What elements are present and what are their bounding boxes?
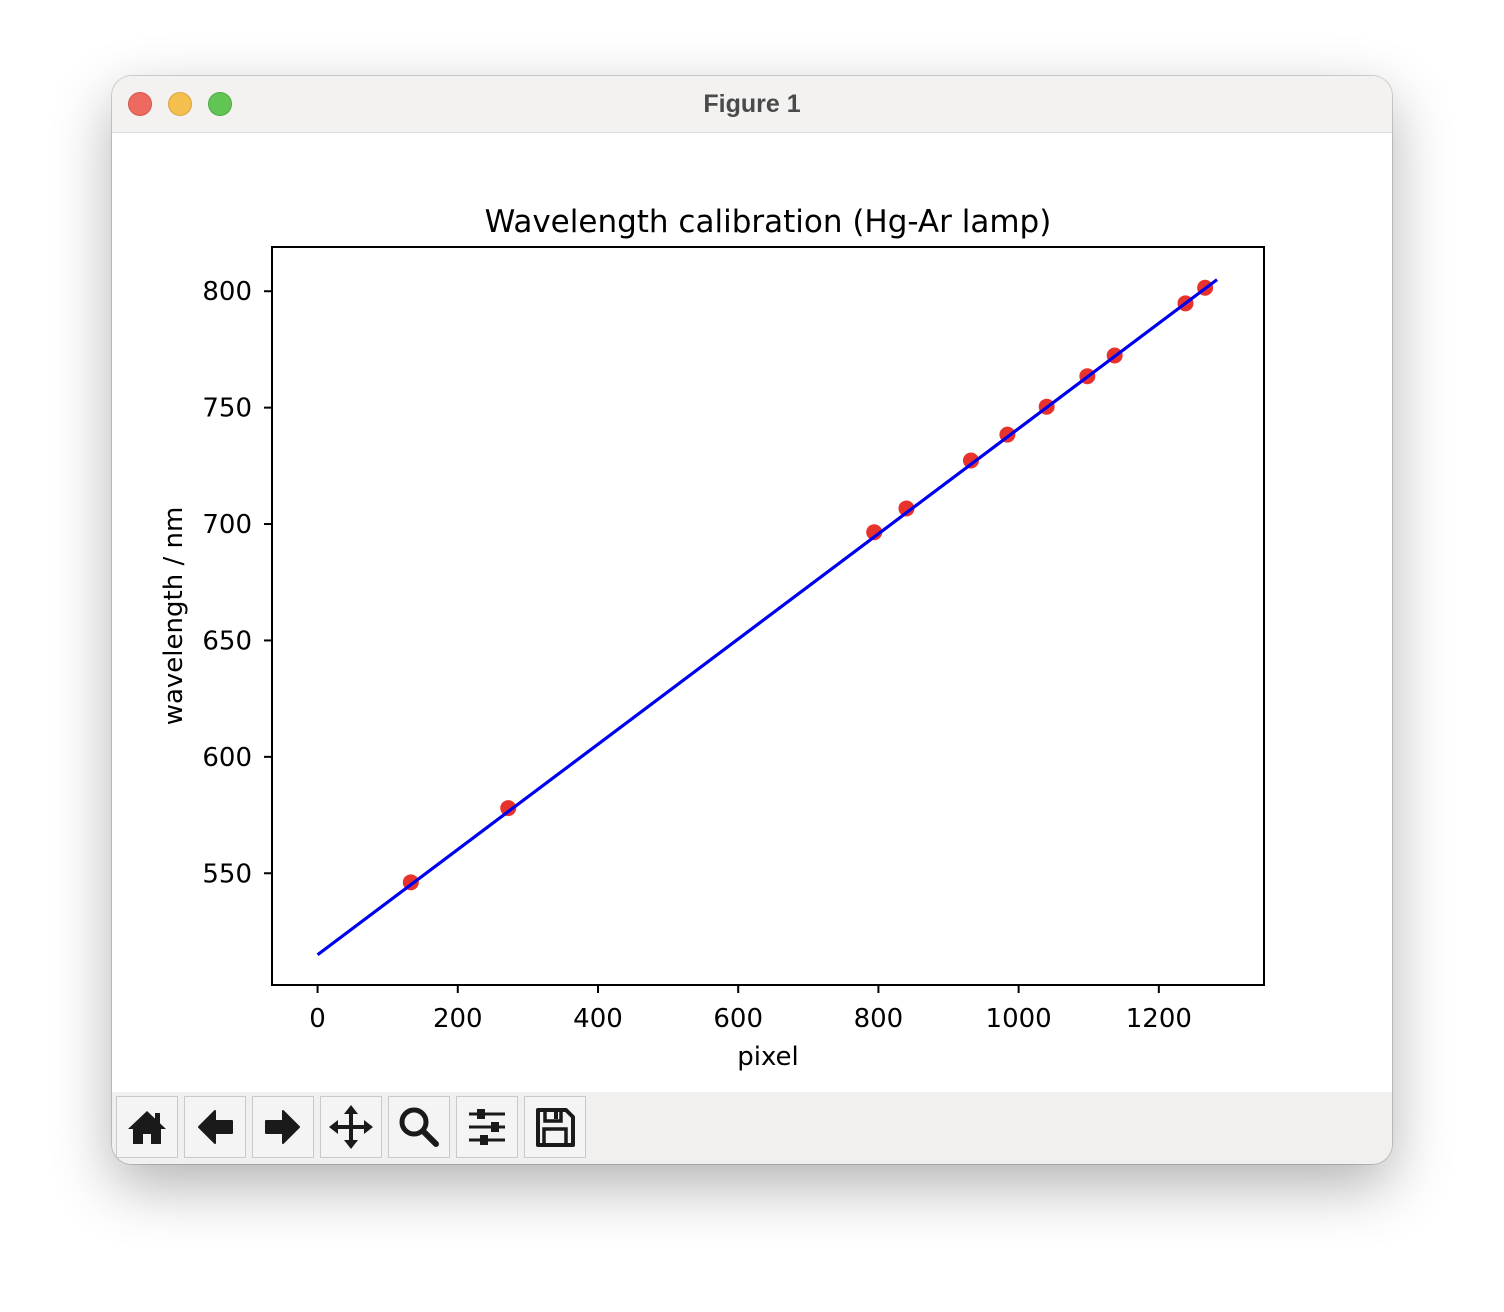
- x-tick-label: 200: [433, 1004, 483, 1034]
- navigation-toolbar: [112, 1092, 1392, 1164]
- back-button[interactable]: [184, 1096, 246, 1158]
- chart-title: Wavelength calibration (Hg-Ar lamp): [485, 204, 1052, 240]
- y-tick-label: 550: [202, 859, 252, 889]
- y-tick-label: 600: [202, 743, 252, 773]
- forward-button[interactable]: [252, 1096, 314, 1158]
- figure-canvas[interactable]: Wavelength calibration (Hg-Ar lamp) 0 200…: [112, 133, 1392, 1091]
- configure-subplots-button[interactable]: [456, 1096, 518, 1158]
- magnifier-icon: [399, 1107, 439, 1147]
- x-tick-label: 400: [573, 1004, 623, 1034]
- data-point: [962, 452, 979, 469]
- arrow-left-icon: [198, 1110, 233, 1144]
- data-point: [898, 500, 915, 517]
- y-tick-label: 650: [202, 626, 252, 656]
- home-icon: [128, 1111, 166, 1144]
- arrow-right-icon: [265, 1110, 300, 1144]
- window-title: Figure 1: [703, 90, 801, 118]
- x-tick-label: 600: [713, 1004, 763, 1034]
- x-tick-label: 1000: [986, 1004, 1052, 1034]
- y-axis-label: wavelength / nm: [159, 507, 189, 726]
- plot-frame: [271, 246, 1265, 986]
- figure-window: Figure 1 Wavelength calibration (Hg-Ar l…: [112, 76, 1392, 1164]
- x-axis-label: pixel: [737, 1042, 799, 1072]
- save-button[interactable]: [524, 1096, 586, 1158]
- pan-button[interactable]: [320, 1096, 382, 1158]
- data-point: [500, 800, 517, 817]
- title-bar: Figure 1: [112, 76, 1392, 133]
- data-point: [866, 524, 883, 541]
- zoom-window-button[interactable]: [208, 92, 232, 116]
- x-tick-label: 1200: [1126, 1004, 1192, 1034]
- y-tick-label: 800: [202, 277, 252, 307]
- x-tick-label: 0: [309, 1004, 326, 1034]
- y-tick-label: 750: [202, 394, 252, 424]
- fit-line: [316, 278, 1218, 957]
- close-button[interactable]: [128, 92, 152, 116]
- calibration-chart: Wavelength calibration (Hg-Ar lamp) 0 200…: [159, 204, 1265, 1072]
- sliders-icon: [469, 1109, 505, 1145]
- y-tick-label: 700: [202, 510, 252, 540]
- x-tick-label: 800: [854, 1004, 904, 1034]
- move-icon: [329, 1105, 373, 1149]
- zoom-button[interactable]: [388, 1096, 450, 1158]
- floppy-disk-icon: [536, 1108, 575, 1147]
- home-button[interactable]: [116, 1096, 178, 1158]
- minimize-button[interactable]: [168, 92, 192, 116]
